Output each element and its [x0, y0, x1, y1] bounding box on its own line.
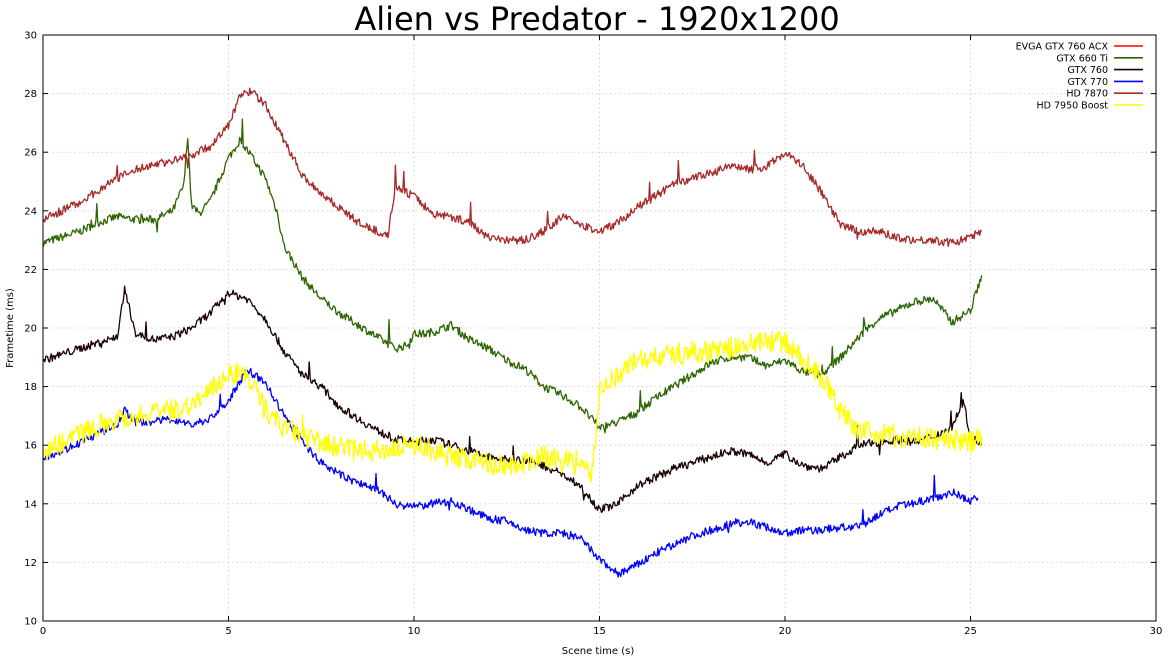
x-tick-label: 20 [779, 626, 792, 637]
y-tick-label: 18 [24, 382, 37, 393]
y-tick-label: 24 [24, 206, 37, 217]
x-tick-label: 25 [964, 626, 977, 637]
legend-label: EVGA GTX 760 ACX [1016, 42, 1109, 53]
y-tick-label: 28 [24, 89, 37, 100]
x-tick-label: 10 [408, 626, 421, 637]
legend-label: HD 7870 [1066, 89, 1108, 100]
x-tick-label: 0 [40, 626, 46, 637]
series-line-gtx-770 [42, 367, 979, 578]
series-line-hd-7870 [42, 87, 983, 247]
y-axis-label: Frametime (ms) [5, 288, 16, 368]
series-line-gtx-660-ti [42, 118, 983, 434]
x-tick-label: 5 [225, 626, 231, 637]
y-tick-label: 16 [24, 441, 37, 452]
y-tick-label: 12 [24, 558, 37, 569]
ticks: 0 5 10 15 20 25 30 10 12 14 16 18 20 22 24 26 28 30 [24, 31, 1162, 638]
y-tick-label: 20 [24, 324, 37, 335]
grid [43, 35, 1156, 621]
y-tick-label: 22 [24, 265, 37, 276]
legend-label: GTX 770 [1068, 77, 1109, 88]
series-group [42, 87, 983, 578]
y-tick-label: 26 [24, 148, 37, 159]
x-tick-label: 30 [1150, 626, 1163, 637]
legend-label: GTX 760 [1068, 65, 1109, 76]
x-tick-label: 15 [593, 626, 606, 637]
legend-label: HD 7950 Boost [1037, 101, 1109, 112]
x-axis-label: Scene time (s) [562, 646, 635, 657]
series-line-hd-7950-boost [42, 330, 983, 484]
y-tick-label: 14 [24, 499, 37, 510]
y-tick-label: 30 [24, 31, 37, 42]
legend-label: GTX 660 Ti [1056, 53, 1108, 64]
y-tick-label: 10 [24, 617, 37, 628]
chart-title: Alien vs Predator - 1920x1200 [354, 0, 839, 38]
